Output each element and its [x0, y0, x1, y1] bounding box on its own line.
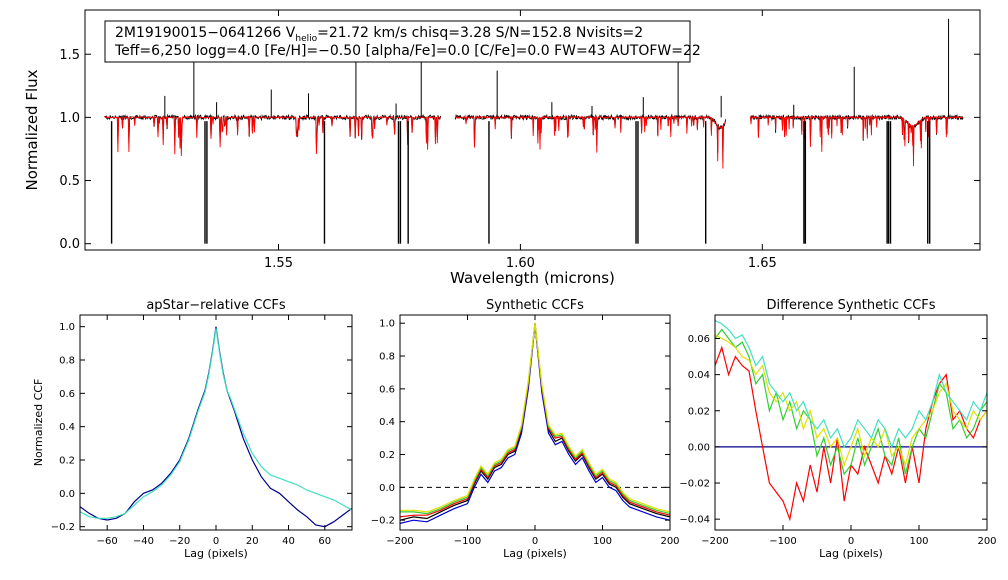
- spectrum-model-chip-2: [454, 115, 727, 169]
- difference-ccf-ytick-label: 0.06: [688, 334, 710, 345]
- apstar-ccf-xtick-label: −60: [97, 536, 118, 547]
- spectrum-plot-area: [104, 18, 964, 244]
- synthetic-ccf-series-green: [400, 323, 670, 515]
- spectrum-xlabel: Wavelength (microns): [450, 269, 615, 287]
- apstar-ccf-ytick-label: −0.2: [51, 522, 75, 533]
- difference-ccf-series-yellow: [715, 334, 987, 468]
- synthetic-ccf-ytick-label: 0.8: [379, 352, 395, 363]
- apstar-ccf-ytick-label: 0.6: [59, 389, 75, 400]
- synthetic-ccf-series-yellow: [400, 323, 670, 513]
- info-line-1-subscript: helio: [295, 34, 317, 44]
- synthetic-ccf-frame: [399, 314, 671, 531]
- apstar-ccf-ytick-label: 0.8: [59, 356, 75, 367]
- spectrum-axes: 1.55 1.60 1.65 0.0 0.5 1.0 1.5 Wavelength (micr…: [23, 9, 981, 287]
- synthetic-ccf-xtick-label: 100: [593, 536, 612, 547]
- synthetic-ccf-ytick-label: 1.0: [379, 319, 395, 330]
- spectrum-ytick-label: 1.0: [59, 111, 80, 126]
- spectrum-xtick-label: 1.65: [748, 256, 777, 271]
- synthetic-ccf-ytick-label: 0.4: [379, 417, 395, 428]
- difference-ccf-xtick-label: 0: [848, 536, 854, 547]
- apstar-ccf-xtick-label: 40: [282, 536, 295, 547]
- synthetic-ccf-xtick-label: 0: [532, 536, 538, 547]
- apstar-ccf-series-visit-1: [80, 326, 352, 528]
- difference-ccf-xtick-label: 200: [977, 536, 996, 547]
- synthetic-ccf-ytick-label: −0.2: [371, 516, 395, 527]
- info-line-2: Teff=6,250 logg=4.0 [Fe/H]=−0.50 [alpha/…: [114, 43, 701, 59]
- difference-ccf-series-green: [715, 328, 987, 476]
- difference-ccf-ytick-label: 0.00: [688, 442, 710, 453]
- difference-ccf-xtick-label: −100: [769, 536, 796, 547]
- difference-ccf-ytick-label: 0.02: [688, 406, 710, 417]
- apstar-ccf-ytick-label: 0.2: [59, 456, 75, 467]
- synthetic-ccf-ytick-label: 0.2: [379, 450, 395, 461]
- synthetic-ccf-xtick-label: 200: [660, 536, 679, 547]
- difference-ccf-axes: −200 −100 0 100 200 −0.04 −0.02 0.00 0.02 0.04 0.0…: [679, 298, 996, 560]
- info-line-1-object: 2M19190015−0641266 V: [115, 25, 296, 41]
- difference-ccf-title: Difference Synthetic CCFs: [766, 298, 935, 313]
- apstar-ccf-series-visit-2: [80, 328, 352, 519]
- apstar-ccf-xlabel: Lag (pixels): [184, 547, 248, 560]
- apstar-ccf-xtick-label: 60: [318, 536, 331, 547]
- difference-ccf-series-cyan: [715, 319, 987, 449]
- spectrum-ytick-label: 0.0: [59, 237, 80, 252]
- info-line-1: 2M19190015−0641266 Vhelio=21.72 km/s chi…: [115, 25, 643, 44]
- apstar-ccf-title: apStar−relative CCFs: [146, 298, 286, 313]
- spectrum-xtick-label: 1.55: [264, 256, 293, 271]
- synthetic-ccf-axes: −200 −100 0 100 200 −0.2 0.0 0.2 0.4 0.6 0.8 1.0 Syn…: [371, 298, 680, 560]
- synthetic-ccf-xlabel: Lag (pixels): [503, 547, 567, 560]
- difference-ccf-frame: [714, 314, 988, 531]
- spectrum-ylabel: Normalized Flux: [23, 69, 41, 190]
- spectrum-frame: [84, 9, 981, 251]
- synthetic-ccf-xtick-label: −100: [454, 536, 481, 547]
- apstar-ccf-xtick-label: 0: [213, 536, 219, 547]
- apstar-ccf-ytick-label: 0.0: [59, 489, 75, 500]
- difference-ccf-ytick-label: −0.04: [679, 515, 710, 526]
- difference-ccf-xtick-label: 100: [909, 536, 928, 547]
- apstar-ccf-ylabel: Normalized CCF: [32, 379, 45, 467]
- apstar-ccf-ytick-label: 0.4: [59, 422, 75, 433]
- spectrum-model-chip-3: [750, 115, 964, 167]
- difference-ccf-xlabel: Lag (pixels): [819, 547, 883, 560]
- spectrum-xtick-label: 1.60: [506, 256, 535, 271]
- spectrum-model-chip-1: [104, 115, 441, 157]
- synthetic-ccf-ytick-label: 0.0: [379, 483, 395, 494]
- apstar-ccf-ytick-label: 1.0: [59, 322, 75, 333]
- apstar-ccf-xtick-label: −20: [169, 536, 190, 547]
- spectrum-ytick-label: 0.5: [59, 174, 80, 189]
- info-line-1-values: =21.72 km/s chisq=3.28 S/N=152.8 Nvisits…: [317, 25, 643, 41]
- difference-ccf-ytick-label: −0.02: [679, 479, 710, 490]
- info-box: [104, 20, 691, 63]
- synthetic-ccf-series-black: [400, 323, 670, 521]
- synthetic-ccf-plot-area: [400, 323, 670, 524]
- synthetic-ccf-ytick-label: 0.6: [379, 384, 395, 395]
- synthetic-ccf-title: Synthetic CCFs: [486, 298, 584, 313]
- apstar-ccf-xtick-label: −40: [133, 536, 154, 547]
- spectrum-ytick-label: 1.5: [59, 48, 80, 63]
- apstar-ccf-xtick-label: 20: [246, 536, 259, 547]
- difference-ccf-xtick-label: −200: [701, 536, 728, 547]
- synthetic-ccf-series-red: [400, 323, 670, 518]
- difference-ccf-plot-area: [715, 319, 987, 522]
- synthetic-ccf-xtick-label: −200: [386, 536, 413, 547]
- apstar-ccf-axes: −60 −40 −20 0 20 40 60 −0.2 0.0 0.2 0.4 0.6 0.8 1.0 ap…: [32, 298, 353, 560]
- synthetic-ccf-series-blue: [400, 324, 670, 524]
- difference-ccf-ytick-label: 0.04: [688, 370, 710, 381]
- apstar-ccf-plot-area: [80, 326, 352, 528]
- apstar-ccf-frame: [79, 314, 353, 531]
